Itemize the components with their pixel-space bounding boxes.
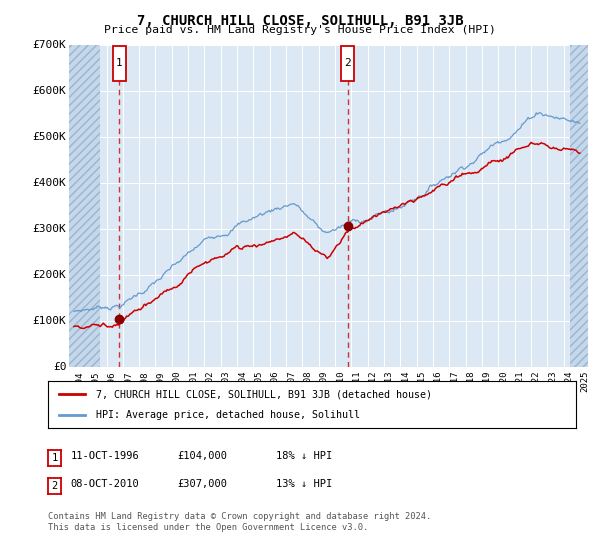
Text: 7, CHURCH HILL CLOSE, SOLIHULL, B91 3JB (detached house): 7, CHURCH HILL CLOSE, SOLIHULL, B91 3JB … <box>95 389 431 399</box>
Text: 2022: 2022 <box>532 371 541 392</box>
FancyBboxPatch shape <box>113 46 125 81</box>
FancyBboxPatch shape <box>341 46 354 81</box>
Text: 1: 1 <box>116 58 123 68</box>
Text: 2015: 2015 <box>418 371 427 392</box>
Text: £307,000: £307,000 <box>177 479 227 489</box>
Text: 2005: 2005 <box>254 371 263 392</box>
Text: 2003: 2003 <box>221 371 230 392</box>
Text: 1997: 1997 <box>124 371 133 392</box>
Text: £0: £0 <box>53 362 67 372</box>
Text: 2018: 2018 <box>466 371 475 392</box>
Text: £100K: £100K <box>32 316 67 326</box>
Text: 08-OCT-2010: 08-OCT-2010 <box>71 479 140 489</box>
Text: 2012: 2012 <box>368 371 377 392</box>
Text: £500K: £500K <box>32 132 67 142</box>
Text: 7, CHURCH HILL CLOSE, SOLIHULL, B91 3JB: 7, CHURCH HILL CLOSE, SOLIHULL, B91 3JB <box>137 14 463 28</box>
Text: 2013: 2013 <box>385 371 394 392</box>
Text: 2004: 2004 <box>238 371 247 392</box>
Text: £400K: £400K <box>32 178 67 188</box>
Text: 2010: 2010 <box>336 371 345 392</box>
Text: HPI: Average price, detached house, Solihull: HPI: Average price, detached house, Soli… <box>95 410 359 420</box>
Bar <box>571 45 588 367</box>
Text: £600K: £600K <box>32 86 67 96</box>
Bar <box>69 45 100 367</box>
Text: 1995: 1995 <box>91 371 100 392</box>
Text: 2002: 2002 <box>205 371 214 392</box>
Text: 2011: 2011 <box>352 371 361 392</box>
Text: 2006: 2006 <box>271 371 280 392</box>
Text: 2007: 2007 <box>287 371 296 392</box>
Text: 1994: 1994 <box>75 371 84 392</box>
Text: Contains HM Land Registry data © Crown copyright and database right 2024.
This d: Contains HM Land Registry data © Crown c… <box>48 512 431 532</box>
Text: 18% ↓ HPI: 18% ↓ HPI <box>276 451 332 461</box>
Text: 2009: 2009 <box>320 371 329 392</box>
Text: 1999: 1999 <box>157 371 166 392</box>
Text: £300K: £300K <box>32 224 67 234</box>
Text: £700K: £700K <box>32 40 67 50</box>
Text: £200K: £200K <box>32 270 67 280</box>
Text: 2019: 2019 <box>483 371 492 392</box>
Text: 1: 1 <box>52 453 58 463</box>
Text: 2017: 2017 <box>450 371 459 392</box>
Text: £104,000: £104,000 <box>177 451 227 461</box>
Text: 2021: 2021 <box>515 371 524 392</box>
Text: 2008: 2008 <box>303 371 312 392</box>
Text: 13% ↓ HPI: 13% ↓ HPI <box>276 479 332 489</box>
Text: 2: 2 <box>344 58 351 68</box>
Text: 11-OCT-1996: 11-OCT-1996 <box>71 451 140 461</box>
Text: 2000: 2000 <box>173 371 182 392</box>
Text: Price paid vs. HM Land Registry's House Price Index (HPI): Price paid vs. HM Land Registry's House … <box>104 25 496 35</box>
Text: 1996: 1996 <box>107 371 116 392</box>
Text: 2016: 2016 <box>434 371 443 392</box>
Text: 2020: 2020 <box>499 371 508 392</box>
Text: 2025: 2025 <box>581 371 590 392</box>
Text: 2: 2 <box>52 481 58 491</box>
Text: 2001: 2001 <box>189 371 198 392</box>
Text: 2024: 2024 <box>565 371 574 392</box>
Text: 2023: 2023 <box>548 371 557 392</box>
Text: 1998: 1998 <box>140 371 149 392</box>
Bar <box>69 45 100 367</box>
Bar <box>571 45 588 367</box>
Text: 2014: 2014 <box>401 371 410 392</box>
